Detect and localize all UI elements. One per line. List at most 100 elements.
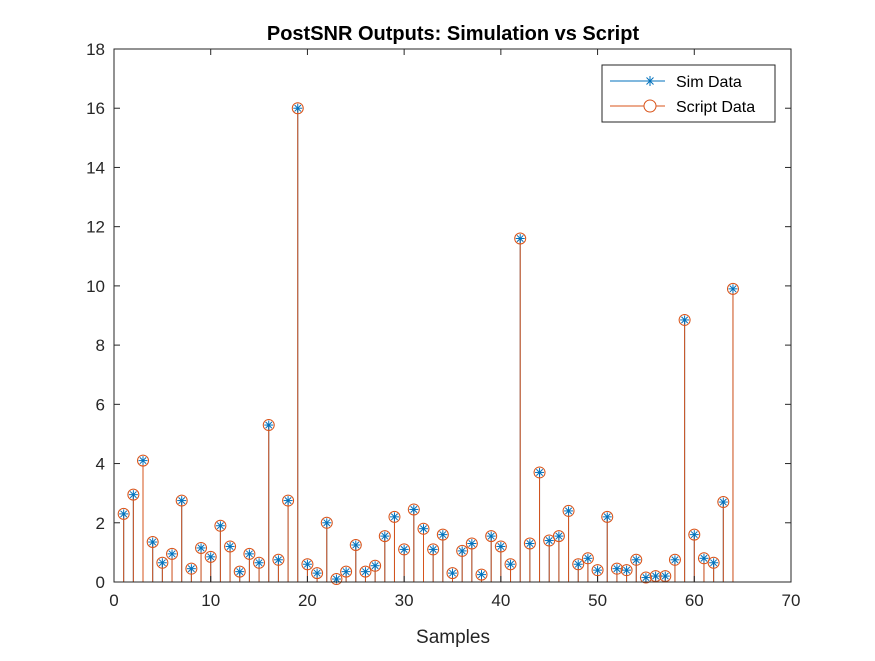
x-tick-label: 30	[395, 591, 414, 610]
sim-marker	[573, 559, 583, 569]
x-tick-label: 0	[109, 591, 118, 610]
sim-marker	[186, 564, 196, 574]
x-tick-label: 10	[201, 591, 220, 610]
script-marker	[204, 550, 217, 563]
script-marker	[407, 503, 420, 516]
script-marker	[224, 540, 237, 553]
sim-marker	[680, 315, 690, 325]
script-marker	[427, 543, 440, 556]
sim-marker	[651, 571, 661, 581]
sim-marker	[177, 496, 187, 506]
sim-marker	[641, 573, 651, 583]
x-tick-label: 20	[298, 591, 317, 610]
sim-marker	[583, 553, 593, 563]
script-marker	[262, 419, 275, 432]
sim-marker	[370, 561, 380, 571]
sim-marker	[283, 496, 293, 506]
sim-marker	[670, 555, 680, 565]
script-marker	[195, 541, 208, 554]
script-marker	[523, 537, 536, 550]
script-marker	[514, 232, 527, 245]
sim-marker	[322, 518, 332, 528]
sim-marker	[196, 543, 206, 553]
sim-marker	[564, 506, 574, 516]
sim-marker	[506, 559, 516, 569]
y-tick-label: 16	[86, 99, 105, 118]
sim-marker	[360, 567, 370, 577]
script-marker	[349, 538, 362, 551]
sim-marker	[148, 537, 158, 547]
sim-marker	[718, 497, 728, 507]
script-marker	[214, 519, 227, 532]
sim-marker	[341, 567, 351, 577]
y-tick-label: 18	[86, 40, 105, 59]
script-marker	[717, 496, 730, 509]
script-marker	[610, 562, 623, 575]
script-marker	[562, 504, 575, 517]
x-tick-label: 70	[782, 591, 801, 610]
sim-marker	[515, 234, 525, 244]
script-marker	[581, 552, 594, 565]
sim-marker	[418, 524, 428, 534]
chart-title: PostSNR Outputs: Simulation vs Script	[267, 23, 640, 45]
x-tick-label: 40	[491, 591, 510, 610]
y-tick-label: 4	[96, 455, 105, 474]
sim-marker	[544, 536, 554, 546]
legend-sim-label: Sim Data	[676, 74, 742, 91]
sim-marker	[709, 558, 719, 568]
sim-marker	[428, 544, 438, 554]
script-marker	[688, 528, 701, 541]
sim-marker	[380, 531, 390, 541]
script-marker	[678, 313, 691, 326]
sim-marker	[409, 504, 419, 514]
sim-marker	[477, 570, 487, 580]
script-marker	[504, 558, 517, 571]
sim-marker	[496, 541, 506, 551]
script-marker	[340, 565, 353, 578]
sim-marker	[622, 565, 632, 575]
sim-marker	[244, 549, 254, 559]
y-tick-label: 10	[86, 277, 105, 296]
script-marker	[436, 528, 449, 541]
script-marker	[311, 567, 324, 580]
sim-marker	[554, 531, 564, 541]
sim-marker	[699, 553, 709, 563]
script-marker	[243, 547, 256, 560]
sim-marker	[157, 558, 167, 568]
script-marker	[320, 516, 333, 529]
sim-marker	[457, 546, 467, 556]
script-marker	[282, 494, 295, 507]
sim-marker	[612, 564, 622, 574]
y-tick-label: 0	[96, 573, 105, 592]
script-marker	[398, 543, 411, 556]
script-marker	[485, 530, 498, 543]
legend-script-label: Script Data	[676, 99, 755, 116]
script-marker	[117, 507, 130, 520]
script-marker	[630, 553, 643, 566]
script-marker	[166, 547, 179, 560]
sim-marker	[351, 540, 361, 550]
sim-marker	[167, 549, 177, 559]
sim-marker	[302, 559, 312, 569]
script-marker	[446, 567, 459, 580]
script-marker	[726, 282, 739, 295]
sim-marker	[215, 521, 225, 531]
sim-marker	[525, 539, 535, 549]
script-marker	[417, 522, 430, 535]
script-marker	[494, 540, 507, 553]
sim-marker	[631, 555, 641, 565]
sim-marker	[312, 568, 322, 578]
sim-marker	[486, 531, 496, 541]
script-marker	[272, 553, 285, 566]
script-marker	[591, 564, 604, 577]
sim-marker	[206, 552, 216, 562]
script-marker	[127, 488, 140, 501]
sim-marker	[235, 567, 245, 577]
script-marker	[185, 562, 198, 575]
sim-marker	[254, 558, 264, 568]
x-tick-label: 60	[685, 591, 704, 610]
legend: Sim Data Script Data	[601, 64, 776, 123]
legend-box	[601, 64, 776, 123]
script-marker	[253, 556, 266, 569]
